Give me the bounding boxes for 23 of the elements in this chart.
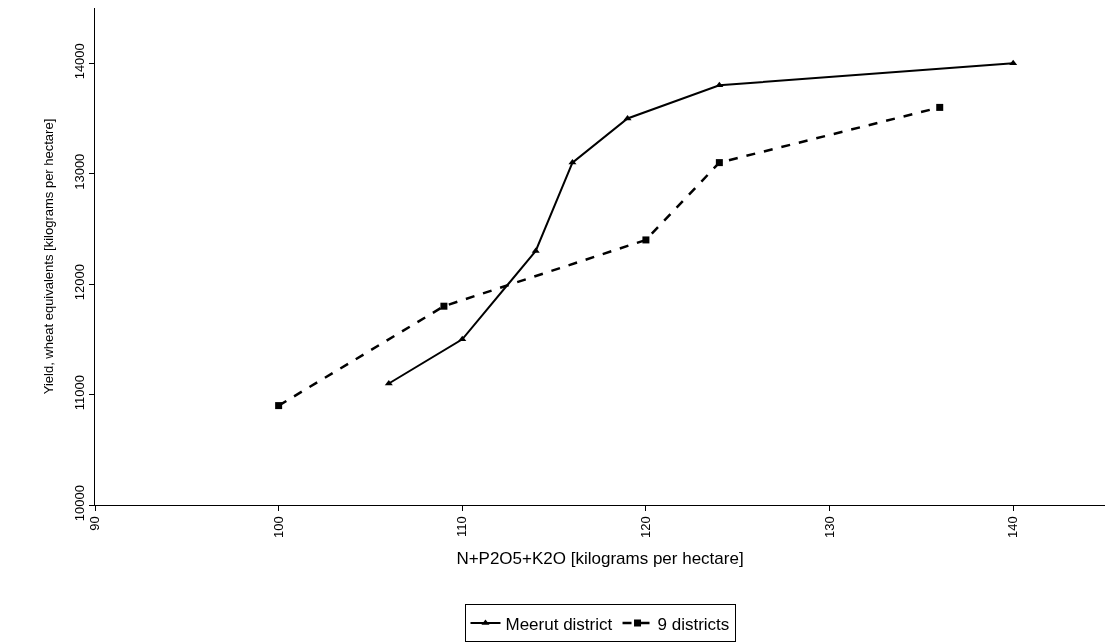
x-tick-label: 120 <box>638 516 654 538</box>
x-axis-title: N+P2O5+K2O [kilograms per hectare] <box>456 549 744 569</box>
x-tick-label: 90 <box>87 516 103 531</box>
x-tick-label: 140 <box>1005 516 1021 538</box>
point <box>623 114 632 121</box>
x-tick-label: 100 <box>270 516 286 538</box>
point <box>642 236 650 244</box>
point <box>715 159 723 167</box>
point <box>936 103 944 111</box>
y-tick-label: 13000 <box>71 153 87 190</box>
point <box>458 335 467 342</box>
point <box>440 302 448 310</box>
y-tick-label: 14000 <box>71 43 87 80</box>
legend-label: 9 districts <box>657 614 730 634</box>
legend-label: Meerut district <box>505 614 613 634</box>
point <box>715 81 724 88</box>
y-tick-label: 11000 <box>71 375 87 411</box>
y-tick-label: 12000 <box>71 264 87 301</box>
x-tick-label: 110 <box>454 516 470 537</box>
y-axis-title: Yield, wheat equivalents [kilograms per hectare] <box>40 118 56 395</box>
y-tick-label: 10000 <box>71 484 87 522</box>
point <box>275 402 283 410</box>
x-tick-label: 130 <box>821 516 837 538</box>
